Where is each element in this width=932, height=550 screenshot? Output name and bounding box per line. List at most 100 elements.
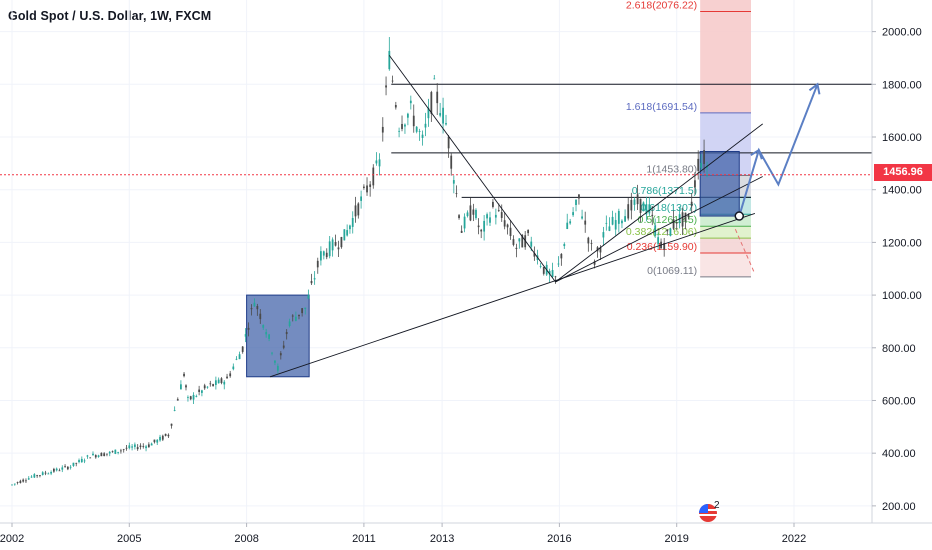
x-tick-label: 2005: [117, 533, 141, 545]
candle-body: [593, 261, 596, 265]
candle-body: [651, 214, 654, 217]
candle-body: [469, 205, 472, 221]
logo-badge-count: 2: [714, 500, 720, 511]
candle-body: [310, 280, 313, 284]
candle-body: [92, 453, 94, 456]
candle-body: [357, 203, 360, 216]
candle-body: [627, 204, 630, 219]
candle-body: [192, 394, 195, 400]
trendline: [555, 123, 763, 283]
candle-body: [506, 224, 509, 228]
candle-body: [617, 210, 620, 224]
candle-body: [288, 321, 291, 327]
candle-body: [247, 327, 250, 330]
candle-body: [700, 162, 703, 168]
candle-body: [52, 468, 55, 472]
candle-body: [533, 253, 536, 257]
candle-body: [259, 313, 262, 320]
candle-body: [500, 212, 503, 218]
candle-body: [657, 237, 660, 244]
candle-body: [372, 167, 375, 186]
candle-body: [569, 221, 572, 224]
candle-body: [539, 266, 542, 267]
projection-start-point: [734, 211, 745, 221]
candle-body: [366, 185, 368, 193]
candle-body: [349, 225, 351, 230]
candle-body: [131, 446, 133, 448]
candle-body: [518, 238, 521, 242]
projection-arrow[interactable]: [734, 82, 821, 221]
candle-body: [548, 270, 551, 275]
candle-body: [681, 212, 684, 227]
x-tick-label: 2011: [352, 533, 376, 545]
candle-body: [187, 397, 189, 398]
candle-body: [108, 451, 111, 454]
candle-body: [639, 198, 642, 213]
candle-body: [147, 444, 150, 448]
x-tick-label: 2016: [547, 533, 571, 545]
candle-body: [439, 113, 442, 116]
candle-body: [557, 263, 560, 265]
candle-body: [630, 199, 633, 211]
candle-body: [117, 451, 120, 453]
candle-body: [409, 100, 412, 104]
candle-body: [418, 131, 421, 132]
candle-body: [111, 451, 114, 453]
candle-body: [427, 107, 430, 119]
fib-level-label: 0.382(1216.06): [626, 226, 697, 238]
trendlines[interactable]: [269, 55, 763, 378]
y-tick-label: 800.00: [882, 343, 916, 355]
candle-body: [406, 113, 409, 118]
candle-body: [94, 455, 97, 458]
candle-body: [294, 316, 297, 321]
candle-body: [253, 302, 256, 307]
y-tick-label: 1600.00: [882, 132, 922, 144]
candle-body: [483, 220, 486, 232]
candle-body: [133, 444, 136, 447]
candle-body: [262, 325, 265, 328]
candle-body: [472, 209, 475, 215]
candle-body: [475, 209, 477, 219]
candle-body: [307, 295, 310, 299]
candle-body: [285, 332, 288, 335]
candle-body: [304, 307, 307, 309]
candle-body: [703, 150, 705, 165]
candle-body: [39, 475, 41, 477]
candle-body: [274, 360, 276, 363]
candle-body: [189, 396, 192, 400]
flag-logo-icon[interactable]: 2: [697, 500, 721, 524]
candle-body: [72, 462, 75, 466]
candle-body: [170, 423, 173, 426]
candle-body: [503, 220, 506, 227]
candle-body: [340, 237, 343, 248]
candle-body: [391, 80, 394, 82]
candle-body: [530, 241, 533, 247]
candle-body: [599, 247, 602, 253]
candle-body: [36, 475, 39, 477]
candle-body: [694, 180, 696, 188]
candle-body: [322, 251, 325, 256]
candle-body: [250, 308, 253, 310]
candle-body: [232, 366, 235, 370]
fib-level-label: 0.618(1307): [641, 202, 698, 214]
candle-body: [690, 201, 693, 207]
candle-body: [648, 204, 651, 214]
fib-band: [700, 252, 751, 277]
candle-body: [584, 220, 587, 225]
fib-level-label: 0.786(1371.5): [632, 185, 697, 197]
candle-body: [30, 476, 33, 478]
candle-body: [560, 253, 563, 259]
candle-body: [195, 396, 198, 397]
candle-body: [489, 217, 491, 223]
candle-body: [398, 130, 400, 132]
candle-body: [223, 381, 226, 385]
candle-body: [486, 214, 488, 219]
fib-level-label: 1.618(1691.54): [626, 101, 697, 113]
candle-body: [185, 385, 187, 388]
candle-body: [212, 384, 214, 387]
candle-body: [605, 222, 608, 224]
candle-body: [103, 453, 106, 457]
candle-body: [206, 386, 209, 388]
candle-body: [328, 241, 331, 257]
